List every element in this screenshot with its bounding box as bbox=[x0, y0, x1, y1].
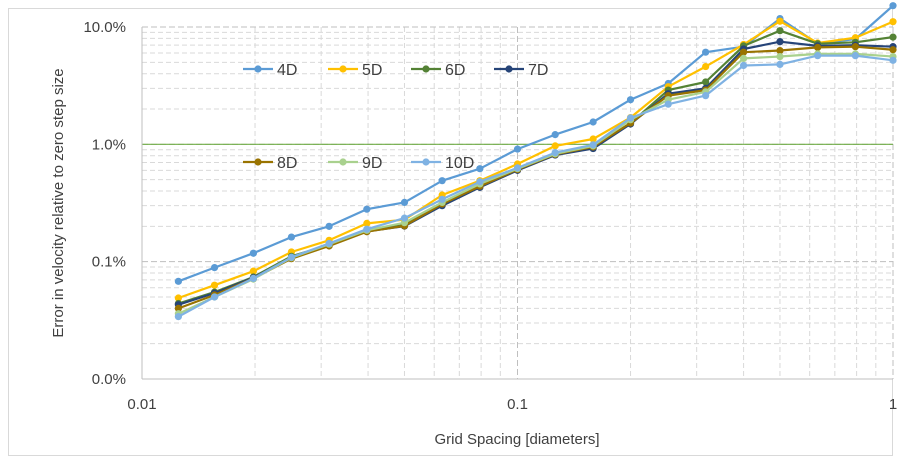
data-point-10D bbox=[438, 195, 446, 203]
data-point-4D bbox=[889, 2, 897, 10]
data-point-7D bbox=[776, 38, 784, 46]
data-point-6D bbox=[776, 27, 784, 35]
y-tick-label: 1.0% bbox=[92, 136, 126, 153]
data-point-10D bbox=[210, 293, 219, 301]
data-point-8D bbox=[739, 48, 748, 56]
legend-item-8D: 8D bbox=[243, 155, 297, 172]
data-point-4D bbox=[210, 264, 219, 272]
data-point-10D bbox=[589, 141, 597, 149]
x-axis-label: Grid Spacing [diameters] bbox=[434, 431, 599, 448]
legend: 4D 5D 6D 7D 8D 9D 10D bbox=[243, 62, 548, 172]
data-point-5D bbox=[889, 18, 897, 26]
legend-label: 6D bbox=[445, 62, 465, 79]
data-point-10D bbox=[400, 214, 409, 222]
y-tick-label: 10.0% bbox=[83, 19, 126, 36]
legend-item-4D: 4D bbox=[243, 62, 297, 79]
data-point-4D bbox=[174, 277, 182, 285]
data-point-10D bbox=[476, 178, 484, 186]
x-tick-label: 1 bbox=[889, 396, 897, 413]
data-point-10D bbox=[363, 225, 371, 233]
legend-label: 10D bbox=[445, 155, 474, 172]
legend-marker bbox=[422, 158, 430, 166]
data-point-10D bbox=[814, 52, 822, 60]
data-point-10D bbox=[626, 114, 635, 122]
x-tick-label: 0.1 bbox=[507, 396, 528, 413]
legend-item-7D: 7D bbox=[494, 62, 548, 79]
data-point-8D bbox=[814, 43, 822, 52]
data-point-8D bbox=[889, 46, 897, 54]
data-point-5D bbox=[210, 281, 219, 289]
legend-label: 8D bbox=[277, 155, 297, 172]
data-point-10D bbox=[174, 313, 182, 321]
data-point-8D bbox=[851, 43, 859, 51]
data-point-5D bbox=[249, 267, 257, 275]
data-point-4D bbox=[551, 131, 559, 139]
legend-label: 5D bbox=[362, 62, 382, 79]
series-line-10D bbox=[177, 54, 894, 318]
data-point-10D bbox=[851, 52, 859, 60]
data-point-10D bbox=[551, 149, 559, 157]
data-point-10D bbox=[513, 164, 522, 172]
data-point-8D bbox=[776, 46, 784, 55]
y-axis-label: Error in velocity relative to zero step … bbox=[50, 68, 67, 337]
data-point-10D bbox=[325, 239, 333, 248]
legend-label: 7D bbox=[528, 62, 548, 79]
y-tick-label: 0.0% bbox=[92, 371, 126, 388]
legend-label: 9D bbox=[362, 155, 382, 172]
data-point-5D bbox=[589, 135, 597, 143]
legend-marker bbox=[339, 158, 347, 166]
legend-marker bbox=[339, 65, 347, 73]
series-line-4D bbox=[178, 4, 894, 283]
legend-item-6D: 6D bbox=[411, 62, 465, 79]
data-point-5D bbox=[702, 62, 710, 71]
data-point-4D bbox=[249, 249, 257, 257]
legend-marker bbox=[505, 65, 513, 73]
data-point-6D bbox=[889, 33, 897, 41]
data-point-5D bbox=[174, 294, 182, 302]
data-point-10D bbox=[739, 61, 748, 70]
data-point-4D bbox=[626, 96, 635, 104]
legend-item-10D: 10D bbox=[411, 155, 474, 172]
legend-marker bbox=[422, 65, 430, 73]
data-point-4D bbox=[363, 205, 371, 213]
axes-layer: 0.01 0.1 10.0%0.1%1.0%10.0% bbox=[83, 19, 897, 413]
legend-marker bbox=[254, 158, 262, 166]
data-point-10D bbox=[702, 92, 710, 100]
data-point-10D bbox=[889, 56, 897, 64]
legend-marker bbox=[254, 65, 262, 73]
series-line-5D bbox=[178, 20, 894, 300]
data-point-4D bbox=[287, 233, 296, 241]
legend-item-9D: 9D bbox=[328, 155, 382, 172]
data-point-10D bbox=[249, 274, 257, 283]
data-point-4D bbox=[438, 177, 446, 185]
data-point-5D bbox=[776, 17, 784, 25]
x-tick-label: 0.01 bbox=[127, 396, 156, 413]
legend-label: 4D bbox=[277, 62, 297, 79]
data-point-9D bbox=[739, 54, 748, 62]
data-point-4D bbox=[589, 118, 597, 126]
data-point-4D bbox=[400, 198, 409, 206]
data-point-10D bbox=[287, 253, 296, 261]
data-point-6D bbox=[702, 78, 710, 86]
data-point-4D bbox=[513, 145, 522, 153]
data-point-10D bbox=[664, 100, 672, 108]
data-point-10D bbox=[776, 60, 784, 69]
data-point-4D bbox=[476, 165, 484, 173]
data-point-5D bbox=[363, 219, 371, 227]
data-point-4D bbox=[702, 48, 710, 56]
data-point-9D bbox=[776, 52, 784, 61]
series-layer bbox=[174, 2, 897, 321]
data-point-4D bbox=[325, 222, 333, 230]
data-point-8D bbox=[174, 304, 182, 312]
legend-item-5D: 5D bbox=[328, 62, 382, 79]
series-10D bbox=[174, 52, 897, 321]
data-point-5D bbox=[551, 142, 559, 150]
series-5D bbox=[174, 17, 897, 302]
y-tick-label: 0.1% bbox=[92, 254, 126, 271]
